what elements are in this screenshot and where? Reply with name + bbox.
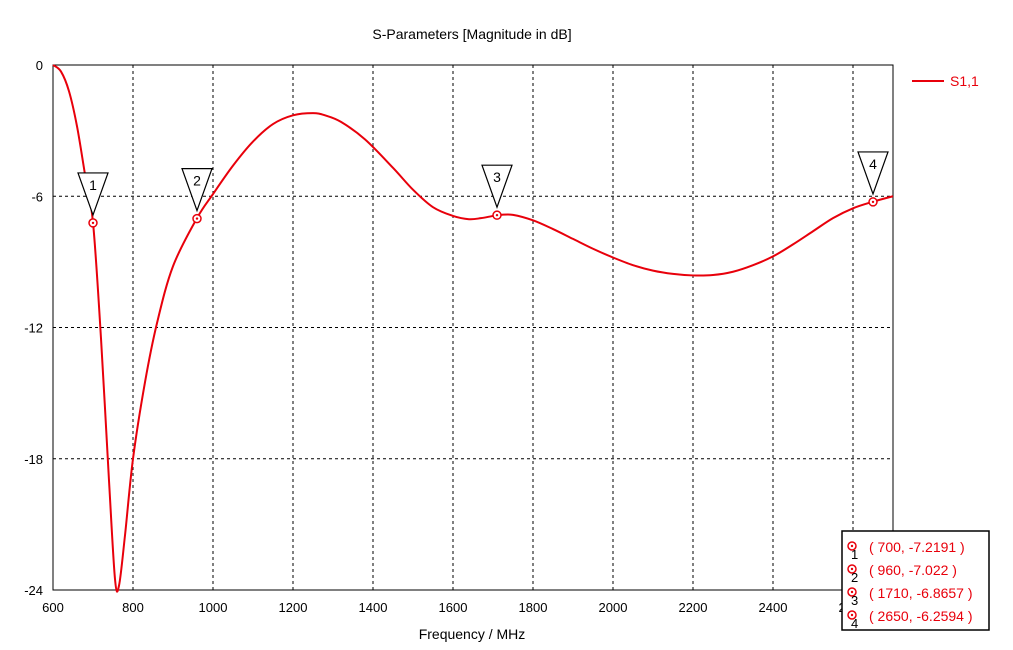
marker-point-dot <box>195 217 199 220</box>
x-tick-label: 1000 <box>199 600 228 615</box>
marker-2: 2 <box>181 168 213 224</box>
marker-table-icon-dot <box>850 544 854 548</box>
x-tick-label: 800 <box>122 600 144 615</box>
markers-layer: 1 2 3 4 <box>77 151 889 228</box>
marker-4: 4 <box>857 151 889 207</box>
x-tick-label: 2000 <box>599 600 628 615</box>
legend: S1,1 <box>912 73 979 89</box>
marker-table-id: 1 <box>851 547 858 562</box>
y-tick-label: -18 <box>24 452 43 467</box>
x-tick-label: 2200 <box>679 600 708 615</box>
series-layer <box>52 64 894 593</box>
x-tick-label: 600 <box>42 600 64 615</box>
marker-table-value: ( 960, -7.022 ) <box>869 562 957 578</box>
plot-frame <box>52 64 894 591</box>
axis-ticks: 6008001000120014001600180020002200240026… <box>24 58 867 615</box>
y-tick-label: -12 <box>24 321 43 336</box>
x-tick-label: 2400 <box>759 600 788 615</box>
marker-3: 3 <box>481 164 513 220</box>
marker-table-value: ( 1710, -6.8657 ) <box>869 585 973 601</box>
legend-label: S1,1 <box>950 73 979 89</box>
marker-label: 4 <box>869 156 877 172</box>
marker-table-id: 4 <box>851 616 858 631</box>
x-tick-label: 1400 <box>359 600 388 615</box>
series-line-1 <box>52 64 894 593</box>
y-tick-label: 0 <box>36 58 43 73</box>
marker-table-value: ( 2650, -6.2594 ) <box>869 608 973 624</box>
marker-table: 1 ( 700, -7.2191 ) 2 ( 960, -7.022 ) 3 ( 1710… <box>841 530 990 631</box>
x-tick-label: 1600 <box>439 600 468 615</box>
x-axis-label: Frequency / MHz <box>419 626 526 642</box>
marker-table-id: 2 <box>851 570 858 585</box>
marker-flag <box>181 168 213 213</box>
chart-title: S-Parameters [Magnitude in dB] <box>372 26 571 42</box>
marker-table-value: ( 700, -7.2191 ) <box>869 539 965 555</box>
marker-flag <box>77 172 109 217</box>
y-tick-label: -6 <box>31 189 43 204</box>
y-tick-label: -24 <box>24 583 43 598</box>
marker-label: 3 <box>493 169 501 185</box>
grid <box>53 65 893 590</box>
x-tick-label: 1200 <box>279 600 308 615</box>
marker-table-box <box>841 530 990 631</box>
marker-flag <box>481 164 513 209</box>
marker-1: 1 <box>77 172 109 228</box>
marker-label: 1 <box>89 177 97 193</box>
marker-flag <box>857 151 889 196</box>
marker-table-icon-dot <box>850 613 854 617</box>
marker-label: 2 <box>193 173 201 189</box>
marker-point-dot <box>91 221 95 225</box>
marker-point-dot <box>495 213 499 217</box>
marker-point-dot <box>871 200 875 204</box>
marker-table-id: 3 <box>851 593 858 608</box>
marker-table-icon-dot <box>850 567 854 571</box>
marker-table-icon-dot <box>850 590 854 594</box>
x-tick-label: 1800 <box>519 600 548 615</box>
